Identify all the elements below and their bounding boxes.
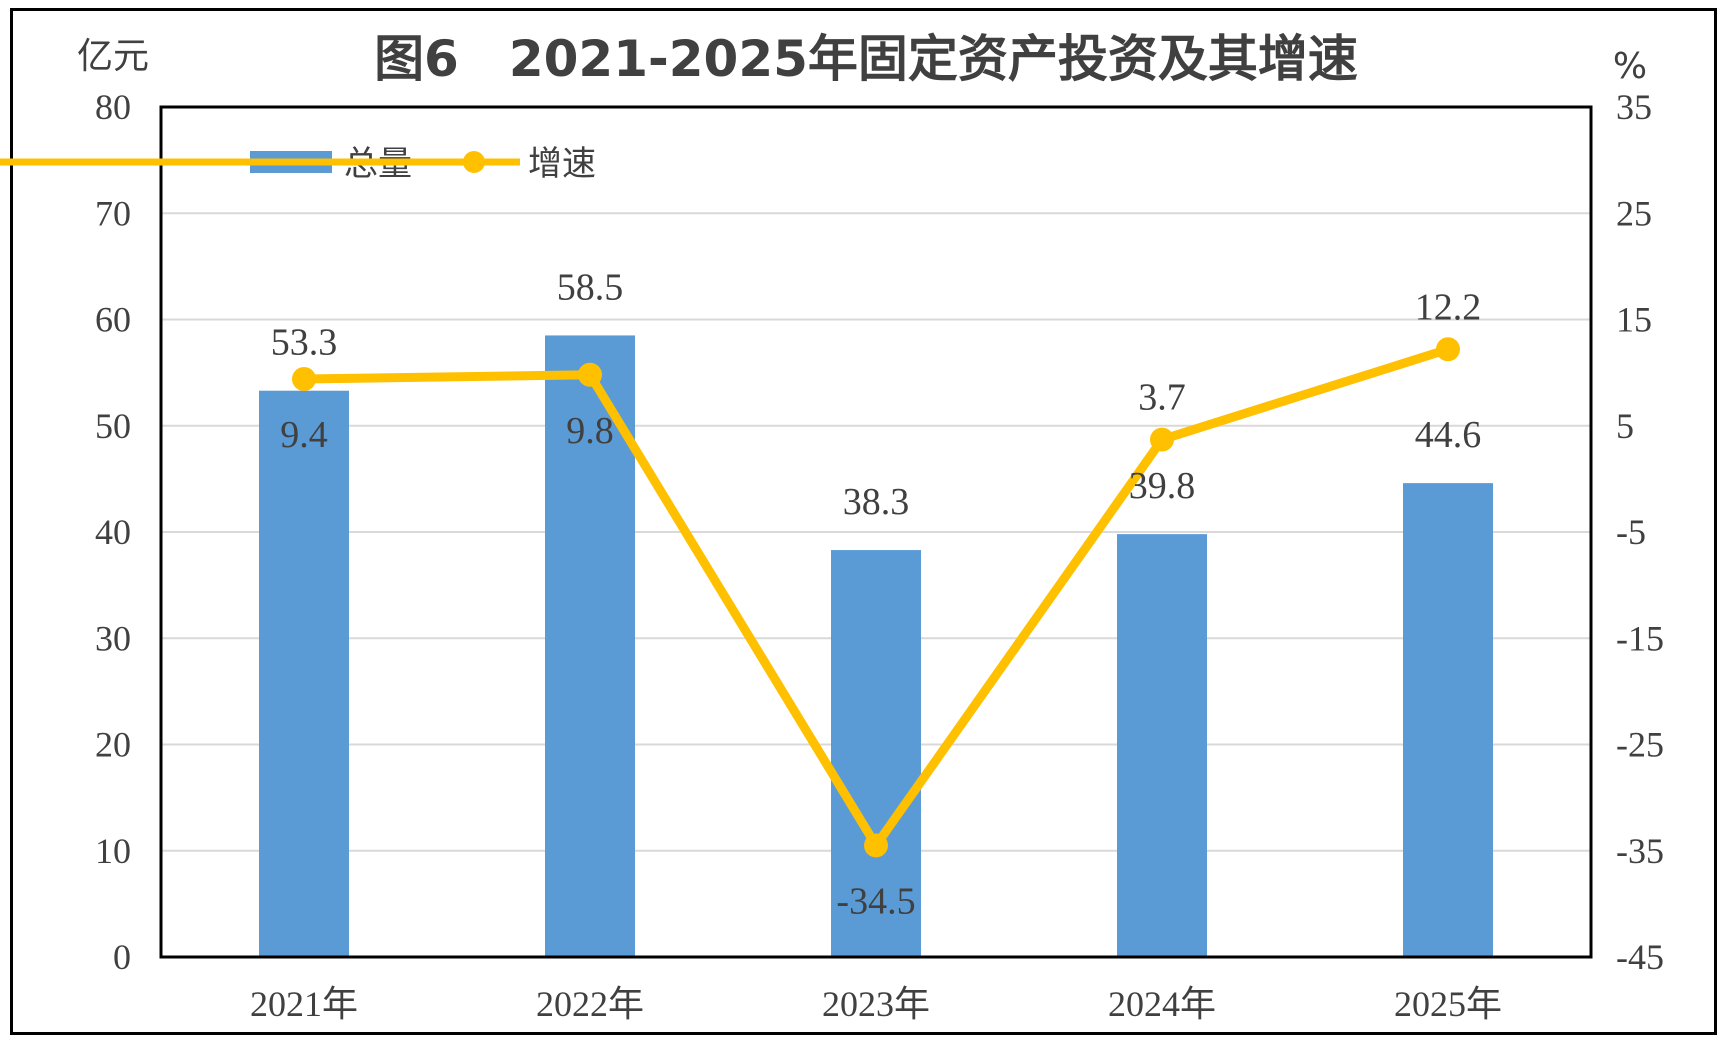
line-point (292, 367, 316, 391)
right-tick-label: -45 (1616, 937, 1664, 977)
data-labels: 53.3 58.5 38.3 39.8 44.6 9.4 9.8 -34.5 3.7 12.2 (271, 266, 1482, 922)
left-tick-label: 70 (95, 193, 131, 233)
line-point (1436, 337, 1460, 362)
left-tick-label: 80 (95, 87, 131, 127)
chart-title: 图6 2021-2025年固定资产投资及其增速 (374, 30, 1358, 88)
bar (831, 550, 921, 957)
left-tick-label: 0 (113, 937, 131, 977)
right-tick-label: 35 (1616, 87, 1652, 127)
right-tick-label: -5 (1616, 512, 1646, 552)
legend-swatch-marker (463, 151, 485, 173)
left-tick-label: 20 (95, 725, 131, 765)
right-tick-label: -15 (1616, 618, 1664, 658)
line-value-label: 3.7 (1138, 377, 1186, 419)
x-tick-label: 2023年 (822, 984, 930, 1024)
bar (545, 335, 635, 957)
x-tick-label: 2022年 (536, 984, 644, 1024)
bar (259, 390, 349, 957)
right-tick-label: -25 (1616, 725, 1664, 765)
x-tick-label: 2025年 (1394, 984, 1502, 1024)
bar-value-label: 58.5 (557, 266, 624, 308)
right-tick-label: 25 (1616, 193, 1652, 233)
line-point (1150, 427, 1174, 452)
axes: 0 -45 10 -35 20 -25 30 -15 40 -5 50 5 60 15 70 25 80 35 20… (95, 87, 1664, 1024)
left-tick-label: 50 (95, 406, 131, 446)
right-tick-label: 5 (1616, 406, 1634, 446)
left-tick-label: 60 (95, 300, 131, 340)
right-tick-label: 15 (1616, 300, 1652, 340)
bar (1117, 534, 1207, 957)
x-tick-label: 2021年 (250, 984, 358, 1024)
right-tick-label: -35 (1616, 831, 1664, 871)
plot-area-border (159, 105, 1593, 959)
bar-value-label: 39.8 (1129, 465, 1196, 507)
line-value-label: 9.8 (566, 410, 614, 452)
x-tick-label: 2024年 (1108, 984, 1216, 1024)
right-axis-unit: % (1613, 46, 1647, 87)
line-value-label: 12.2 (1415, 286, 1482, 328)
bar-series (259, 335, 1493, 957)
bar-value-label: 53.3 (271, 322, 338, 364)
legend: 总量 增速 (0, 144, 596, 184)
bar (1403, 483, 1493, 957)
line-series (292, 337, 1460, 858)
bar-value-label: 38.3 (843, 481, 910, 523)
line-value-label: -34.5 (836, 880, 915, 922)
bar-value-label: 44.6 (1415, 414, 1482, 456)
left-axis-unit: 亿元 (77, 36, 149, 77)
left-tick-label: 40 (95, 512, 131, 552)
line-point (578, 362, 602, 387)
gridlines (161, 212, 1591, 852)
left-tick-label: 10 (95, 831, 131, 871)
line-value-label: 9.4 (280, 414, 328, 456)
line-point (864, 833, 888, 858)
legend-label-line: 增速 (528, 144, 596, 184)
left-tick-label: 30 (95, 618, 131, 658)
